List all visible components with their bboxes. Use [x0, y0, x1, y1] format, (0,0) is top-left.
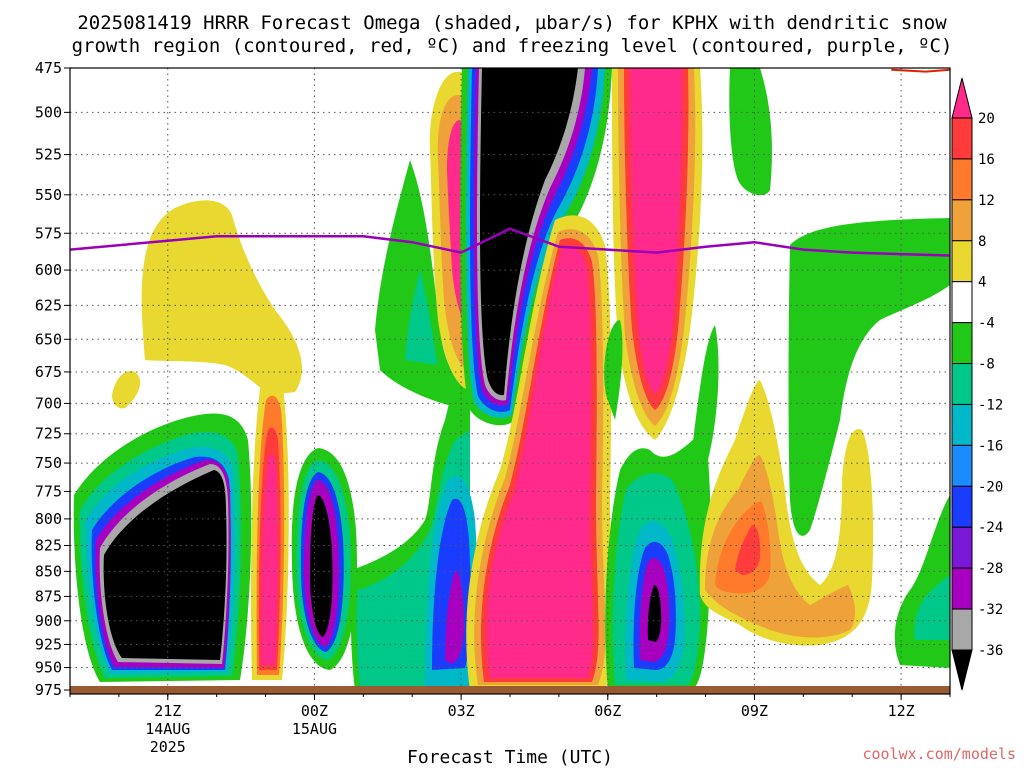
y-tick-label: 625: [35, 296, 62, 314]
omega-region-center-black: [480, 68, 578, 396]
y-tick-label: 475: [35, 59, 62, 77]
y-tick-label: 725: [35, 425, 62, 443]
omega-region-column-pink: [261, 453, 278, 665]
y-tick-label: 775: [35, 482, 62, 500]
omega-region-upward-weak-small: [112, 371, 141, 409]
colorbar-swatch: [951, 322, 973, 365]
credit-link[interactable]: coolwx.com/models: [862, 745, 1016, 763]
chart-title-line1: 2025081419 HRRR Forecast Omega (shaded, …: [77, 12, 947, 34]
y-tick-label: 600: [35, 261, 62, 279]
omega-region-03z-purple: [445, 570, 464, 664]
x-tick-year: 2025: [150, 738, 186, 756]
freezing-level-contour: [70, 227, 950, 257]
plot-area: [70, 68, 950, 694]
colorbar-swatch: [951, 485, 973, 528]
y-tick-label: 925: [35, 635, 62, 653]
y-tick-label: 650: [35, 330, 62, 348]
colorbar-label: -20: [978, 479, 1003, 495]
dendritic-growth-contour: [891, 68, 950, 73]
x-tick-label: 00Z: [301, 702, 328, 720]
omega-region-00z-black: [310, 495, 333, 637]
chart-title-line2: growth region (contoured, red, ºC) and f…: [72, 35, 953, 57]
y-tick-label: 550: [35, 186, 62, 204]
ground-bar: [70, 686, 950, 694]
y-tick-label: 675: [35, 363, 62, 381]
x-tick-date: 15AUG: [292, 720, 337, 738]
y-tick-label: 875: [35, 587, 62, 605]
omega-region-lower-right-teal: [914, 575, 950, 640]
colorbar-label: -24: [978, 520, 1003, 536]
colorbar-label: -12: [978, 397, 1003, 413]
colorbar-swatch: [951, 403, 973, 446]
x-tick-date: 14AUG: [145, 720, 190, 738]
y-tick-label: 700: [35, 394, 62, 412]
omega-region-upper-right-green: [729, 68, 772, 196]
y-tick-label: 525: [35, 146, 62, 164]
colorbar-label: -32: [978, 602, 1003, 618]
colorbar-label: 16: [978, 152, 995, 168]
omega-region-teal-wedge: [405, 270, 438, 365]
omega-region-left-core-black: [103, 470, 227, 660]
y-tick-label: 800: [35, 510, 62, 528]
omega-region-upward-weak: [141, 200, 303, 395]
omega-region-09z-red: [735, 525, 761, 575]
colorbar-swatch: [951, 526, 973, 569]
omega-region-07z-black: [647, 585, 662, 642]
y-tick-label: 500: [35, 103, 62, 121]
colorbar-swatch: [951, 117, 973, 160]
colorbar-swatch: [951, 281, 973, 324]
omega-region-green-streak: [604, 320, 623, 420]
y-tick-label: 575: [35, 224, 62, 242]
y-tick-label: 950: [35, 659, 62, 677]
y-tick-label: 900: [35, 612, 62, 630]
colorbar-swatch: [951, 199, 973, 242]
y-tick-label: 750: [35, 454, 62, 472]
omega-shading: [73, 68, 950, 690]
x-tick-label: 21Z: [154, 702, 181, 720]
omega-region-pink-core-pink: [486, 246, 594, 678]
colorbar-swatch: [951, 158, 973, 201]
colorbar-bottom-arrow: [951, 649, 973, 691]
omega-region-green-streak-2: [692, 325, 719, 460]
x-tick-label: 09Z: [741, 702, 768, 720]
y-tick-label: 850: [35, 562, 62, 580]
colorbar-label: -28: [978, 561, 1003, 577]
colorbar-label: 4: [978, 275, 986, 291]
colorbar-label: -4: [978, 316, 995, 332]
y-axis: 475 500 525 550 575 600 625 650 675 700 725 750 775 8…: [35, 59, 70, 699]
plot-grid: [70, 68, 950, 686]
omega-region-right-green: [788, 218, 950, 536]
x-tick-label: 06Z: [594, 702, 621, 720]
colorbar-label: -36: [978, 643, 1003, 659]
colorbar: 20 16 12 8 4 -4 -8 -12 -16 -20 -24 -28 -32 -36: [951, 77, 1003, 691]
x-tick-label: 03Z: [448, 702, 475, 720]
colorbar-swatch: [951, 567, 973, 610]
colorbar-label: 12: [978, 193, 995, 209]
colorbar-swatch: [951, 363, 973, 405]
colorbar-label: 8: [978, 234, 986, 250]
colorbar-label: -16: [978, 438, 1003, 454]
omega-region-06z-pink: [630, 68, 683, 394]
colorbar-label: 20: [978, 111, 995, 127]
colorbar-label: -8: [978, 357, 995, 373]
colorbar-swatch: [951, 444, 973, 487]
colorbar-swatch: [951, 240, 973, 283]
x-tick-label: 12Z: [888, 702, 915, 720]
colorbar-top-arrow: [951, 77, 973, 119]
y-tick-label: 975: [35, 681, 62, 699]
y-tick-label: 825: [35, 537, 62, 555]
x-axis-label: Forecast Time (UTC): [407, 747, 613, 768]
colorbar-swatch: [951, 608, 973, 651]
